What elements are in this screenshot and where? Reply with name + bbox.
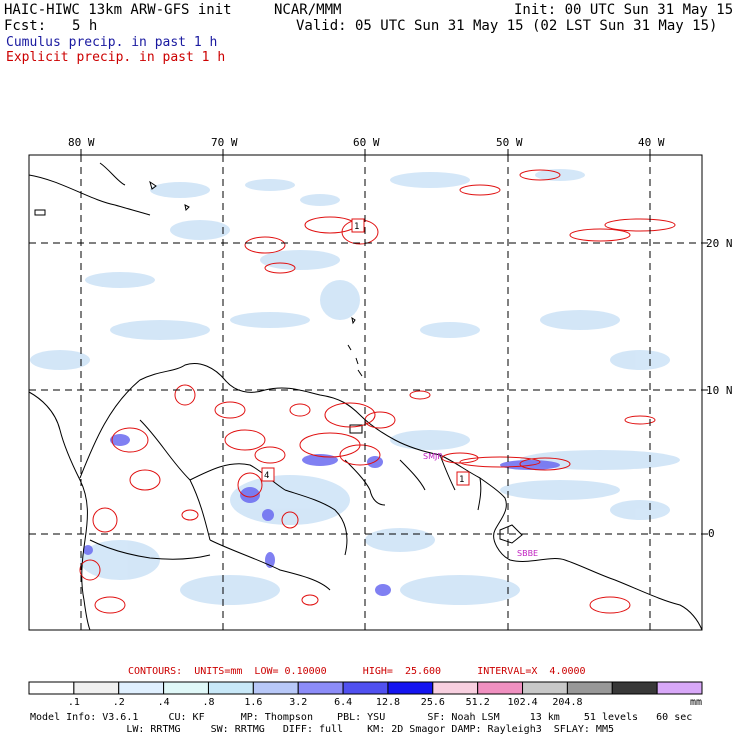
colorbar-cell — [28, 681, 75, 695]
colorbar-cell — [163, 681, 209, 695]
colorbar-tick-label: 204.8 — [552, 697, 583, 708]
colorbar-cell — [522, 681, 568, 695]
station-smjp: SMJP — [423, 452, 442, 461]
max-mark-2: 4 — [264, 471, 269, 481]
colorbar-cell — [73, 681, 120, 695]
colorbar-tick-label: 1.6 — [244, 697, 263, 708]
colorbar-tick-label: 25.6 — [420, 697, 445, 708]
lon-label-70w: 70 W — [211, 136, 238, 149]
colorbar-cell — [611, 681, 658, 695]
cumulus-precip-shading — [30, 169, 680, 605]
colorbar-cell — [297, 681, 344, 695]
colorbar — [28, 681, 703, 695]
lat-label-0: 0 — [708, 527, 715, 540]
max-mark-1: 1 — [354, 222, 359, 232]
colorbar-cell — [207, 681, 254, 695]
forecast-label: Fcst: — [4, 18, 47, 34]
model-info-line1: Model Info: V3.6.1 CU: KF MP: Thompson P… — [30, 712, 693, 723]
field-explicit-label: Explicit precip. in past 1 h — [6, 50, 226, 65]
coastlines — [28, 162, 703, 631]
colorbar-tick-label: .8 — [202, 697, 215, 708]
valid-time: Valid: 05 UTC Sun 31 May 15 (02 LST Sun … — [296, 18, 718, 34]
max-value-markers: 1 4 1 — [261, 218, 470, 486]
lon-label-50w: 50 W — [496, 136, 523, 149]
colorbar-tick-label: 51.2 — [465, 697, 490, 708]
station-labels: SMJP SBBE — [423, 452, 538, 558]
colorbar-tick-label: .4 — [157, 697, 170, 708]
org-label: NCAR/MMM — [274, 2, 342, 18]
colorbar-tick-label: 102.4 — [507, 697, 538, 708]
init-time: Init: 00 UTC Sun 31 May 15 — [514, 2, 734, 18]
station-sbbe: SBBE — [517, 549, 538, 558]
model-info-line2: LW: RRTMG SW: RRTMG DIFF: full KM: 2D Sm… — [30, 724, 614, 735]
contour-info: CONTOURS: UNITS=mm LOW= 0.10000 HIGH= 25… — [128, 666, 586, 677]
max-mark-3: 1 — [459, 475, 464, 485]
lat-label-10n: 10 N — [706, 384, 733, 397]
colorbar-tick-label: 12.8 — [375, 697, 401, 708]
colorbar-cell — [387, 681, 434, 695]
colorbar-tick-label: .2 — [112, 697, 125, 708]
lat-lon-grid — [29, 155, 702, 630]
explicit-precip-contours — [79, 169, 676, 614]
colorbar-cell — [656, 681, 703, 695]
colorbar-cell — [477, 681, 524, 695]
colorbar-cell — [432, 681, 479, 695]
frame-ticks — [80, 149, 708, 535]
colorbar-cell — [118, 681, 165, 695]
colorbar-tick-label: 6.4 — [334, 697, 353, 708]
field-cumulus-label: Cumulus precip. in past 1 h — [6, 35, 218, 50]
colorbar-cell — [566, 681, 613, 695]
lon-label-60w: 60 W — [353, 136, 380, 149]
lon-label-80w: 80 W — [68, 136, 95, 149]
lon-label-40w: 40 W — [638, 136, 665, 149]
colorbar-unit: mm — [690, 697, 703, 708]
colorbar-tick-label: .1 — [67, 697, 80, 708]
model-title: HAIC-HIWC 13km ARW-GFS init — [4, 2, 232, 18]
colorbar-cell — [342, 681, 389, 695]
lat-label-20n: 20 N — [706, 237, 733, 250]
forecast-hour: 5 h — [72, 18, 98, 34]
colorbar-tick-label: 3.2 — [289, 697, 308, 708]
colorbar-cell — [252, 681, 299, 695]
